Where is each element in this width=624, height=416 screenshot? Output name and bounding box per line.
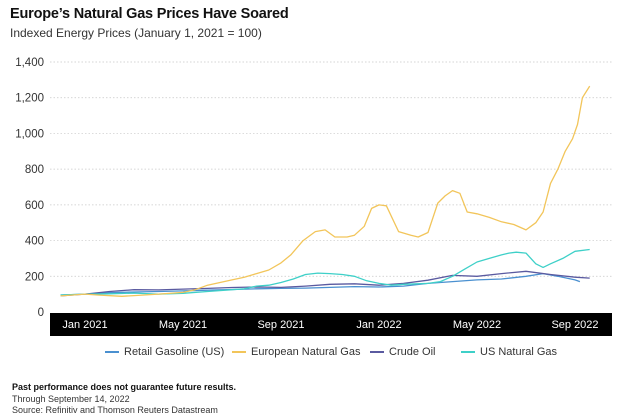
series-lines xyxy=(60,85,591,297)
y-axis: 0 200 400 600 800 1,000 1,200 1,400 xyxy=(15,57,44,319)
series-line-retail-gasoline-us xyxy=(60,272,581,296)
legend-swatch-us-gas xyxy=(461,351,475,353)
legend-swatch-retail-gasoline xyxy=(105,351,119,353)
y-tick-label: 0 xyxy=(38,307,44,319)
x-tick-label: May 2021 xyxy=(159,319,207,331)
y-tick-label: 1,200 xyxy=(15,93,44,105)
x-tick-label: Jan 2022 xyxy=(356,319,401,331)
y-tick-label: 200 xyxy=(25,271,44,283)
series-line-european-natural-gas xyxy=(60,85,591,297)
legend-label: Retail Gasoline (US) xyxy=(124,346,225,358)
source-note: Source: Refinitiv and Thomson Reuters Da… xyxy=(12,405,218,415)
legend-swatch-european-gas xyxy=(232,351,246,353)
disclaimer: Past performance does not guarantee futu… xyxy=(12,382,237,392)
legend-label: US Natural Gas xyxy=(480,346,558,358)
legend-item-crude-oil: Crude Oil xyxy=(370,346,435,358)
chart-title: Europe’s Natural Gas Prices Have Soared xyxy=(10,6,289,22)
gridlines xyxy=(50,61,612,277)
series-line-us-natural-gas xyxy=(60,248,590,296)
y-tick-label: 600 xyxy=(25,200,44,212)
y-tick-label: 1,400 xyxy=(15,57,44,69)
y-tick-label: 800 xyxy=(25,164,44,176)
y-tick-label: 400 xyxy=(25,236,44,248)
legend-label: Crude Oil xyxy=(389,346,436,358)
legend-label: European Natural Gas xyxy=(251,346,361,358)
series-line-crude-oil xyxy=(60,270,590,297)
x-axis: Jan 2021 May 2021 Sep 2021 Jan 2022 May 2022… xyxy=(62,319,598,331)
chart-subtitle: Indexed Energy Prices (January 1, 2021 =… xyxy=(10,26,262,40)
y-tick-label: 1,000 xyxy=(15,128,44,140)
x-tick-label: Sep 2021 xyxy=(257,319,304,331)
x-axis-band xyxy=(50,313,612,336)
x-tick-label: May 2022 xyxy=(453,319,501,331)
x-tick-label: Sep 2022 xyxy=(551,319,598,331)
legend-swatch-crude-oil xyxy=(370,351,384,353)
legend-item-retail-gasoline: Retail Gasoline (US) xyxy=(105,346,224,358)
legend-item-european-gas: European Natural Gas xyxy=(232,346,360,358)
legend-item-us-gas: US Natural Gas xyxy=(461,346,557,358)
x-tick-label: Jan 2021 xyxy=(62,319,107,331)
legend: Retail Gasoline (US) European Natural Ga… xyxy=(0,346,624,362)
through-date: Through September 14, 2022 xyxy=(12,394,130,404)
